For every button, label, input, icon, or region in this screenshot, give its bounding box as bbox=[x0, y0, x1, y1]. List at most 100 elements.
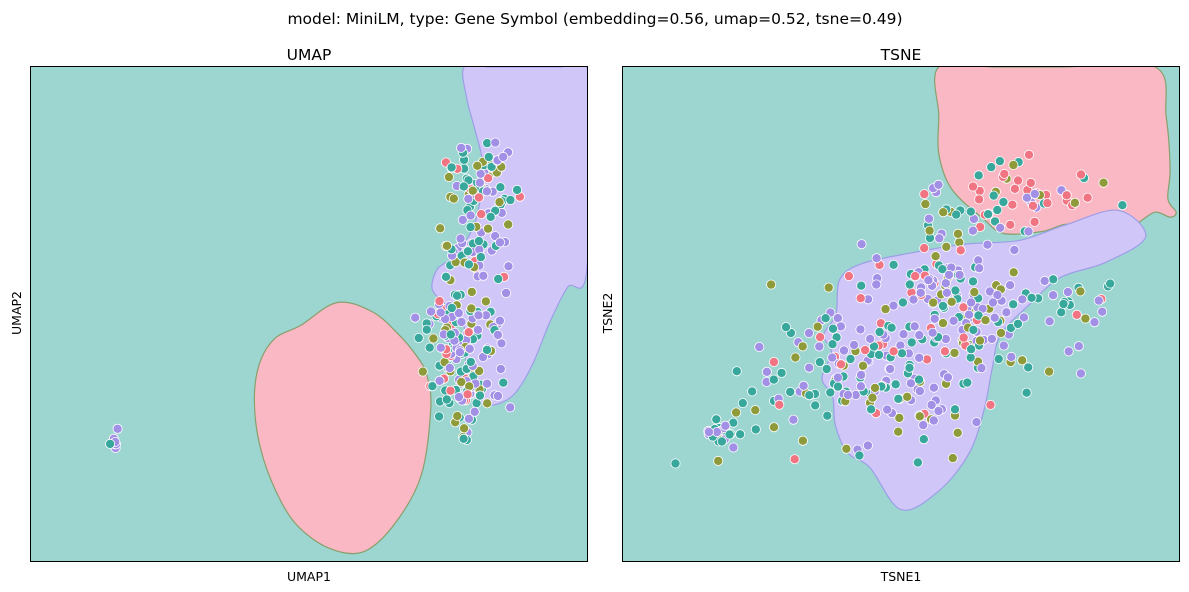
umap-xlabel: UMAP1 bbox=[287, 569, 331, 584]
tsne-point bbox=[804, 362, 815, 373]
umap-point bbox=[456, 316, 467, 327]
umap-point bbox=[482, 138, 493, 149]
tsne-point bbox=[888, 259, 899, 270]
umap-point bbox=[459, 423, 470, 434]
tsne-point bbox=[976, 363, 987, 374]
tsne-point bbox=[785, 386, 796, 397]
tsne-point bbox=[920, 199, 931, 210]
tsne-point bbox=[923, 275, 934, 286]
tsne-point bbox=[1076, 169, 1087, 180]
tsne-point bbox=[944, 269, 955, 280]
tsne-point bbox=[969, 287, 980, 298]
tsne-point bbox=[867, 392, 878, 403]
tsne-point bbox=[854, 450, 865, 461]
umap-point bbox=[492, 329, 503, 340]
tsne-point bbox=[998, 196, 1009, 207]
tsne-point bbox=[885, 363, 896, 374]
tsne-point bbox=[814, 357, 825, 368]
tsne-point bbox=[871, 253, 882, 264]
tsne-point bbox=[1061, 190, 1072, 201]
tsne-point bbox=[776, 367, 787, 378]
tsne-point bbox=[914, 330, 925, 341]
tsne-point bbox=[946, 296, 957, 307]
tsne-point bbox=[999, 168, 1010, 179]
umap-point bbox=[505, 194, 516, 205]
umap-point bbox=[453, 308, 464, 319]
tsne-point bbox=[982, 239, 993, 250]
tsne-point bbox=[790, 352, 801, 363]
tsne-point bbox=[926, 399, 937, 410]
tsne-point bbox=[731, 366, 742, 377]
umap-point bbox=[441, 394, 452, 405]
umap-point bbox=[463, 327, 474, 338]
umap-point bbox=[421, 324, 432, 335]
tsne-point bbox=[804, 328, 815, 339]
tsne-point bbox=[918, 420, 929, 431]
umap-point bbox=[474, 390, 485, 401]
tsne-point bbox=[971, 417, 982, 428]
tsne-point bbox=[820, 313, 831, 324]
tsne-point bbox=[825, 387, 836, 398]
umap-point bbox=[428, 333, 439, 344]
tsne-point bbox=[856, 239, 867, 250]
umap-point bbox=[463, 413, 474, 424]
tsne-point bbox=[942, 372, 953, 383]
tsne-point bbox=[843, 271, 854, 282]
tsne-point bbox=[992, 204, 1003, 215]
tsne-point bbox=[781, 322, 792, 333]
tsne-point bbox=[919, 189, 930, 200]
tsne-point bbox=[968, 324, 979, 335]
umap-point bbox=[466, 286, 477, 297]
umap-point bbox=[469, 406, 480, 417]
tsne-point bbox=[1025, 177, 1036, 188]
umap-point bbox=[445, 329, 456, 340]
tsne-point bbox=[1073, 341, 1084, 352]
tsne-point bbox=[1039, 275, 1050, 286]
tsne-point bbox=[828, 323, 839, 334]
tsne-point bbox=[713, 455, 724, 466]
tsne-point bbox=[768, 356, 779, 367]
tsne-point bbox=[1029, 216, 1040, 227]
tsne-point bbox=[822, 410, 833, 421]
tsne-point bbox=[788, 414, 799, 425]
umap-point bbox=[462, 246, 473, 257]
tsne-point bbox=[1009, 183, 1020, 194]
tsne-point bbox=[1063, 346, 1074, 357]
tsne-point bbox=[909, 321, 920, 332]
tsne-point bbox=[737, 398, 748, 409]
umap-point bbox=[512, 184, 523, 195]
tsne-point bbox=[938, 207, 949, 218]
tsne-point bbox=[975, 335, 986, 346]
tsne-point bbox=[950, 285, 961, 296]
tsne-point bbox=[1013, 175, 1024, 186]
umap-point bbox=[473, 192, 484, 203]
tsne-point bbox=[939, 346, 950, 357]
tsne-point bbox=[1023, 226, 1034, 237]
tsne-point bbox=[1008, 299, 1019, 310]
tsne-point bbox=[987, 297, 998, 308]
tsne-point bbox=[966, 297, 977, 308]
umap-point bbox=[503, 261, 514, 272]
tsne-point bbox=[965, 206, 976, 217]
umap-point bbox=[463, 193, 474, 204]
tsne-point bbox=[1018, 312, 1029, 323]
umap-point bbox=[478, 270, 489, 281]
tsne-point bbox=[947, 453, 958, 464]
tsne-point bbox=[821, 363, 832, 374]
umap-point bbox=[490, 137, 501, 148]
tsne-point bbox=[897, 348, 908, 359]
tsne-point bbox=[914, 386, 925, 397]
umap-point bbox=[424, 342, 435, 353]
umap-point bbox=[448, 193, 459, 204]
tsne-point bbox=[766, 279, 777, 290]
tsne-point bbox=[980, 315, 991, 326]
tsne-point bbox=[914, 411, 925, 422]
tsne-point bbox=[1017, 355, 1028, 366]
umap-point bbox=[456, 142, 467, 153]
tsne-point bbox=[1069, 197, 1080, 208]
tsne-point bbox=[862, 440, 873, 451]
umap-point bbox=[481, 344, 492, 355]
tsne-point bbox=[1082, 192, 1093, 203]
umap-point bbox=[465, 222, 476, 233]
tsne-point bbox=[1044, 316, 1055, 327]
